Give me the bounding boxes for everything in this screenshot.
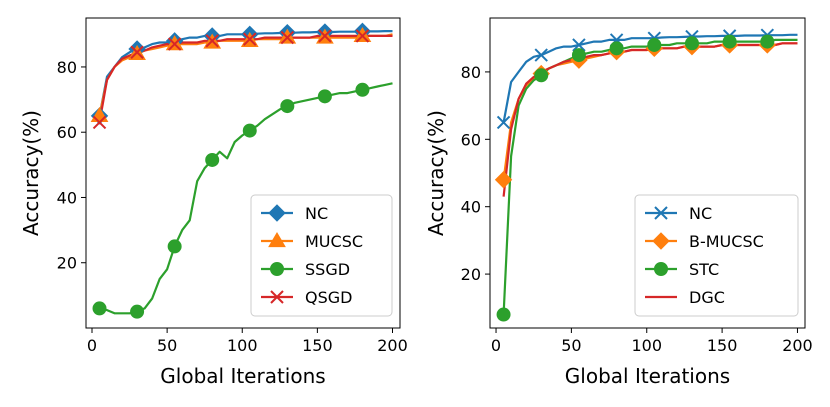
data-point-nc (534, 48, 548, 62)
data-point-stc (722, 34, 737, 49)
data-point-qsgd (167, 37, 182, 51)
y-tick-label: 80 (461, 63, 481, 82)
chart-panel-1: 0 50 100 150 200 20 40 60 80 Global Iterations Acc… (19, 17, 408, 388)
y-tick-label: 60 (461, 130, 481, 149)
legend-entry-ssgd: SSGD (261, 260, 350, 279)
data-point-ssgd (280, 99, 295, 114)
chart-panel-2: 0 50 100 150 200 20 40 60 80 Global Iterations Acc… (424, 17, 813, 388)
data-point-stc (647, 37, 662, 52)
marker-stroke (280, 30, 295, 45)
marker-stroke (318, 29, 332, 43)
legend-label: B-MUCSC (689, 232, 764, 251)
data-point-ssgd (92, 301, 107, 316)
legend-label: NC (305, 204, 328, 223)
x-tick-label: 150 (302, 336, 333, 355)
data-point-stc (760, 34, 775, 49)
data-point-qsgd (355, 29, 370, 43)
data-point-ssgd (167, 239, 182, 254)
data-point-qsgd (205, 34, 219, 48)
data-point-qsgd (92, 115, 107, 130)
legend-label: MUCSC (305, 232, 363, 251)
legend-label: SSGD (305, 260, 350, 279)
y-axis-label: Accuracy(%) (19, 110, 43, 236)
x-tick-label: 100 (227, 336, 258, 355)
data-point-ssgd (317, 89, 332, 104)
data-point-qsgd (130, 45, 144, 59)
legend-entry-dgc: DGC (645, 288, 725, 307)
data-point-stc (684, 36, 699, 51)
y-axis-label: Accuracy(%) (424, 110, 448, 236)
x-tick-label: 0 (87, 336, 97, 355)
x-tick-label: 200 (782, 336, 813, 355)
marker-stroke (534, 48, 548, 62)
legend-marker (270, 262, 284, 276)
series-line-b-mucsc (502, 42, 798, 180)
legend-marker (654, 262, 668, 276)
marker-stroke (654, 206, 668, 220)
legend-label: QSGD (305, 288, 352, 307)
y-tick-label: 80 (57, 58, 77, 77)
marker-stroke (130, 45, 144, 59)
legend-marker (654, 206, 668, 220)
y-tick-label: 60 (57, 123, 77, 142)
legend: NC B-MUCSC STC DGC (634, 194, 799, 317)
data-point-stc (534, 68, 549, 83)
legend-marker (270, 290, 284, 304)
x-tick-label: 100 (631, 336, 662, 355)
x-axis-label: Global Iterations (565, 364, 730, 388)
data-point-qsgd (318, 29, 332, 43)
marker-stroke (92, 115, 107, 130)
y-tick-label: 20 (461, 265, 481, 284)
legend-marker (652, 232, 670, 250)
plot-frame (489, 17, 806, 329)
legend-entry-stc: STC (645, 260, 719, 279)
legend-label: NC (689, 204, 712, 223)
data-point-qsgd (243, 32, 257, 46)
marker-stroke (572, 38, 586, 52)
data-point-ssgd (355, 82, 370, 97)
marker-stroke (270, 290, 284, 304)
x-tick-label: 50 (157, 336, 177, 355)
x-tick-label: 150 (707, 336, 738, 355)
data-point-stc (609, 41, 624, 56)
marker-stroke (243, 32, 257, 46)
data-point-stc (571, 48, 586, 63)
series-line-dgc (502, 42, 798, 197)
legend-label: STC (689, 260, 719, 279)
legend-entry-b-mucsc: B-MUCSC (645, 232, 764, 251)
legend-label: DGC (689, 288, 725, 307)
x-tick-label: 200 (377, 336, 408, 355)
legend-marker (268, 204, 286, 222)
y-tick-label: 40 (57, 188, 77, 207)
legend-entry-nc: NC (645, 204, 712, 223)
marker-stroke (167, 37, 182, 51)
data-point-b-mucsc (494, 171, 513, 189)
x-tick-label: 0 (491, 336, 501, 355)
plot-frame (85, 17, 401, 329)
y-tick-label: 20 (57, 254, 77, 273)
legend-entry-qsgd: QSGD (261, 288, 352, 307)
legend-marker (268, 232, 286, 248)
y-tick-label: 40 (461, 198, 481, 217)
series-line-nc (502, 33, 798, 123)
marker-stroke (496, 115, 511, 130)
data-point-ssgd (130, 304, 145, 319)
marker-stroke (355, 29, 370, 43)
data-point-nc (572, 38, 586, 52)
x-tick-label: 50 (561, 336, 581, 355)
legend-entry-nc: NC (261, 204, 328, 223)
data-point-ssgd (205, 152, 220, 167)
data-point-nc (496, 115, 511, 130)
legend-box (250, 194, 393, 317)
legend-entry-mucsc: MUCSC (261, 232, 363, 251)
data-point-ssgd (242, 123, 257, 138)
data-point-stc (496, 307, 511, 322)
x-axis-label: Global Iterations (160, 364, 325, 388)
data-point-qsgd (280, 30, 295, 45)
legend: NC MUCSC SSGD QSGD (250, 194, 393, 317)
marker-stroke (205, 34, 219, 48)
legend-box (634, 194, 799, 317)
